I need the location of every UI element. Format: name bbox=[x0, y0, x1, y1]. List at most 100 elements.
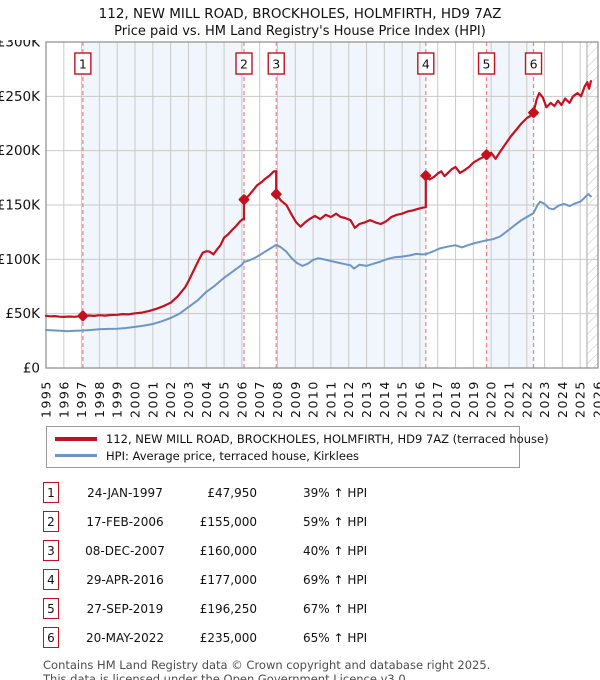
page-title: 112, NEW MILL ROAD, BROCKHOLES, HOLMFIRT… bbox=[98, 6, 502, 22]
x-axis-tick-label: 2019 bbox=[466, 380, 481, 418]
sale-hpi-delta: 69% ↑ HPI bbox=[303, 572, 368, 587]
x-axis-tick-label: 2023 bbox=[537, 380, 552, 418]
sale-row: 1 24-JAN-1997 £47,950 39% ↑ HPI bbox=[43, 478, 600, 507]
x-axis-tick-label: 2011 bbox=[323, 380, 338, 418]
x-axis-tick-label: 2010 bbox=[306, 380, 321, 418]
sale-price: £47,950 bbox=[207, 485, 257, 500]
x-axis-tick-label: 2013 bbox=[359, 380, 374, 418]
y-axis-tick-label: £100K bbox=[0, 252, 41, 268]
legend-item-hpi: HPI: Average price, terraced house, Kirk… bbox=[55, 447, 511, 464]
x-axis-tick-label: 2025 bbox=[573, 380, 588, 418]
sale-number-badge: 3 bbox=[43, 540, 59, 561]
sale-marker bbox=[238, 194, 250, 205]
sale-marker bbox=[77, 310, 89, 322]
x-axis-tick-label: 2015 bbox=[395, 380, 410, 418]
y-axis-tick-label: £50K bbox=[5, 306, 41, 322]
x-axis-tick-label: 2014 bbox=[377, 380, 392, 418]
chart-legend: 112, NEW MILL ROAD, BROCKHOLES, HOLMFIRT… bbox=[46, 426, 549, 468]
x-axis-tick-label: 2005 bbox=[217, 380, 232, 418]
sale-label-number: 4 bbox=[422, 57, 430, 72]
sale-number-badge: 5 bbox=[43, 598, 59, 619]
x-axis-tick-label: 2017 bbox=[430, 380, 445, 418]
x-axis-tick-label: 2000 bbox=[128, 380, 143, 418]
sale-marker bbox=[420, 170, 432, 181]
sale-row: 2 17-FEB-2006 £155,000 59% ↑ HPI bbox=[43, 507, 600, 536]
title-block: 112, NEW MILL ROAD, BROCKHOLES, HOLMFIRT… bbox=[0, 0, 600, 40]
legend-label-hpi: HPI: Average price, terraced house, Kirk… bbox=[106, 448, 360, 463]
sale-label-box bbox=[74, 52, 92, 75]
legend-label-property: 112, NEW MILL ROAD, BROCKHOLES, HOLMFIRT… bbox=[106, 431, 549, 446]
sale-price: £177,000 bbox=[199, 572, 257, 587]
x-axis-tick-label: 2009 bbox=[288, 380, 303, 418]
x-axis-tick-label: 1996 bbox=[56, 380, 71, 418]
footer-line-1: Contains HM Land Registry data © Crown c… bbox=[43, 658, 491, 672]
sale-label-number: 3 bbox=[272, 57, 280, 72]
hpi-average-line bbox=[45, 193, 592, 333]
sale-price: £235,000 bbox=[199, 630, 257, 645]
sale-hpi-delta: 65% ↑ HPI bbox=[303, 630, 368, 645]
plot-border bbox=[45, 41, 599, 369]
x-axis-tick-label: 2012 bbox=[341, 380, 356, 418]
sale-price: £155,000 bbox=[199, 514, 257, 529]
x-axis-tick-label: 2007 bbox=[252, 380, 267, 418]
sale-label-box bbox=[235, 52, 253, 75]
x-axis-tick-label: 2020 bbox=[484, 380, 499, 418]
sales-table: 1 24-JAN-1997 £47,950 39% ↑ HPI 2 17-FEB-2006… bbox=[43, 478, 600, 652]
sale-number-badge: 6 bbox=[43, 627, 59, 648]
x-axis-tick-label: 2022 bbox=[519, 380, 534, 418]
x-axis-tick-label: 1998 bbox=[92, 380, 107, 418]
sale-label-box bbox=[417, 52, 435, 75]
sale-marker bbox=[270, 188, 282, 200]
sale-label-box bbox=[477, 52, 496, 75]
sale-row: 3 08-DEC-2007 £160,000 40% ↑ HPI bbox=[43, 536, 600, 565]
sale-number-badge: 4 bbox=[43, 569, 59, 590]
footer-line-2: This data is licensed under the Open Gov… bbox=[43, 671, 410, 680]
y-axis-tick-label: £300K bbox=[0, 40, 41, 51]
sale-label-number: 5 bbox=[483, 57, 491, 72]
x-axis-tick-label: 2006 bbox=[234, 380, 249, 418]
x-axis-tick-label: 2002 bbox=[163, 380, 178, 418]
sale-date: 17-FEB-2006 bbox=[86, 514, 164, 529]
property-line-swatch bbox=[55, 436, 97, 441]
price-history-chart: 1 2 3 4 5 6 £0 £50K £100K £150K £200K £250K £300K 199… bbox=[0, 40, 600, 418]
sale-hpi-delta: 40% ↑ HPI bbox=[303, 543, 368, 558]
sale-row: 5 27-SEP-2019 £196,250 67% ↑ HPI bbox=[43, 594, 600, 623]
x-axis-tick-label: 2001 bbox=[145, 380, 160, 418]
sale-date: 08-DEC-2007 bbox=[85, 543, 165, 558]
sale-hpi-delta: 59% ↑ HPI bbox=[303, 514, 368, 529]
hpi-line-swatch bbox=[55, 454, 97, 457]
x-axis-tick-label: 2008 bbox=[270, 380, 285, 418]
x-axis-tick-label: 2026 bbox=[591, 380, 600, 418]
page-subtitle: Price paid vs. HM Land Registry's House … bbox=[114, 24, 486, 39]
sale-hpi-delta: 67% ↑ HPI bbox=[303, 601, 368, 616]
y-axis-tick-label: £150K bbox=[0, 198, 41, 214]
x-axis-tick-label: 2018 bbox=[448, 380, 463, 418]
sale-date: 27-SEP-2019 bbox=[86, 601, 164, 616]
y-axis-tick-label: £250K bbox=[0, 89, 41, 105]
x-axis-tick-label: 2004 bbox=[199, 380, 214, 418]
sale-row: 6 20-MAY-2022 £235,000 65% ↑ HPI bbox=[43, 623, 600, 652]
x-axis-tick-label: 2024 bbox=[555, 380, 570, 418]
x-axis-tick-label: 1995 bbox=[39, 380, 54, 418]
sale-row: 4 29-APR-2016 £177,000 69% ↑ HPI bbox=[43, 565, 600, 594]
property-price-line bbox=[44, 79, 593, 318]
x-axis-tick-label: 2003 bbox=[181, 380, 196, 418]
x-axis-tick-label: 2016 bbox=[412, 380, 427, 418]
x-axis-tick-label: 1999 bbox=[110, 380, 125, 418]
sale-label-number: 6 bbox=[530, 57, 538, 72]
sale-hpi-delta: 39% ↑ HPI bbox=[303, 485, 368, 500]
sale-marker bbox=[528, 107, 539, 118]
sale-marker bbox=[481, 149, 492, 161]
sale-number-badge: 1 bbox=[43, 482, 59, 503]
sale-date: 24-JAN-1997 bbox=[87, 485, 163, 500]
license-footer: Contains HM Land Registry data © Crown c… bbox=[43, 658, 600, 680]
legend-item-property: 112, NEW MILL ROAD, BROCKHOLES, HOLMFIRT… bbox=[55, 430, 549, 447]
sale-date: 29-APR-2016 bbox=[86, 572, 164, 587]
sale-label-number: 2 bbox=[240, 57, 248, 72]
sale-label-box bbox=[524, 52, 543, 75]
sale-price: £160,000 bbox=[199, 543, 257, 558]
y-axis-tick-label: £0 bbox=[23, 361, 40, 377]
x-axis-tick-label: 2021 bbox=[501, 380, 516, 418]
sale-label-number: 1 bbox=[79, 57, 87, 72]
